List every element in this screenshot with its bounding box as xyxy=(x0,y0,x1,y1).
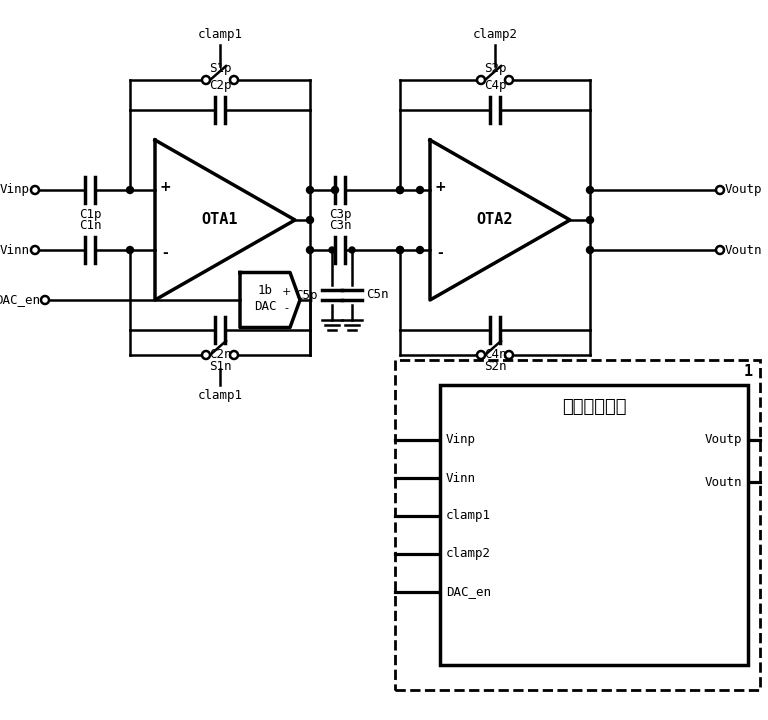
Circle shape xyxy=(230,351,238,359)
Circle shape xyxy=(202,76,210,84)
Text: 前端读出电路: 前端读出电路 xyxy=(561,398,626,416)
Circle shape xyxy=(396,246,403,253)
Circle shape xyxy=(416,246,423,253)
Text: 1: 1 xyxy=(743,364,753,379)
Circle shape xyxy=(332,186,339,194)
Text: -: - xyxy=(284,303,288,313)
Circle shape xyxy=(396,186,403,194)
Circle shape xyxy=(306,246,313,253)
Text: clamp2: clamp2 xyxy=(472,389,518,402)
Text: clamp2: clamp2 xyxy=(472,28,518,41)
Text: DAC_en: DAC_en xyxy=(0,294,40,307)
Text: C4n: C4n xyxy=(484,348,506,361)
Circle shape xyxy=(41,296,49,304)
Text: C4p: C4p xyxy=(484,79,506,92)
Text: C3n: C3n xyxy=(329,219,351,232)
Text: Voutp: Voutp xyxy=(704,433,742,446)
Text: C2n: C2n xyxy=(209,348,231,361)
Circle shape xyxy=(505,76,513,84)
Text: OTA1: OTA1 xyxy=(202,212,238,228)
Text: +: + xyxy=(159,180,170,194)
Text: clamp2: clamp2 xyxy=(446,547,491,560)
Text: Voutn: Voutn xyxy=(725,243,763,256)
Text: clamp1: clamp1 xyxy=(197,28,243,41)
Circle shape xyxy=(716,246,724,254)
Circle shape xyxy=(396,186,403,194)
Text: clamp1: clamp1 xyxy=(197,389,243,402)
Text: S2p: S2p xyxy=(484,62,506,75)
Text: +: + xyxy=(434,180,445,194)
Bar xyxy=(395,360,760,690)
Text: C1n: C1n xyxy=(79,219,101,232)
Text: DAC_en: DAC_en xyxy=(446,585,491,598)
Text: C5n: C5n xyxy=(366,289,389,302)
Circle shape xyxy=(202,351,210,359)
Text: C1p: C1p xyxy=(79,208,101,221)
Text: +: + xyxy=(281,287,290,297)
Text: OTA2: OTA2 xyxy=(477,212,513,228)
Circle shape xyxy=(127,246,134,253)
Text: C3p: C3p xyxy=(329,208,351,221)
Text: DAC: DAC xyxy=(253,300,276,313)
Text: Vinn: Vinn xyxy=(0,243,30,256)
Circle shape xyxy=(505,351,513,359)
Text: -: - xyxy=(162,246,168,260)
Circle shape xyxy=(306,217,313,223)
Circle shape xyxy=(31,186,39,194)
Circle shape xyxy=(587,186,594,194)
Circle shape xyxy=(349,247,355,253)
Circle shape xyxy=(31,246,39,254)
Circle shape xyxy=(716,186,724,194)
Text: -: - xyxy=(437,246,443,260)
Circle shape xyxy=(587,246,594,253)
Text: 1b: 1b xyxy=(257,284,273,297)
Circle shape xyxy=(127,186,134,194)
Text: Vinp: Vinp xyxy=(446,433,476,446)
Circle shape xyxy=(477,76,485,84)
Circle shape xyxy=(396,246,403,253)
Text: clamp1: clamp1 xyxy=(446,510,491,523)
Text: S1p: S1p xyxy=(209,62,231,75)
Text: Voutp: Voutp xyxy=(725,184,763,197)
Bar xyxy=(440,385,748,665)
Text: Voutn: Voutn xyxy=(704,475,742,488)
Text: C5p: C5p xyxy=(296,289,318,302)
Text: S2n: S2n xyxy=(484,360,506,373)
Circle shape xyxy=(477,351,485,359)
Text: C2p: C2p xyxy=(209,79,231,92)
Text: Vinp: Vinp xyxy=(0,184,30,197)
Text: Vinn: Vinn xyxy=(446,472,476,485)
Circle shape xyxy=(329,247,335,253)
Circle shape xyxy=(230,76,238,84)
Circle shape xyxy=(306,186,313,194)
Text: S1n: S1n xyxy=(209,360,231,373)
Circle shape xyxy=(416,186,423,194)
Circle shape xyxy=(587,217,594,223)
